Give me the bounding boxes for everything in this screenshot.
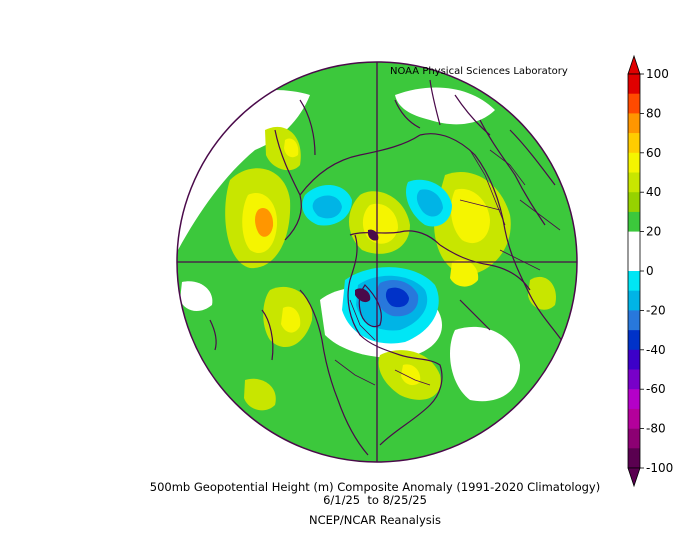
caption-source: NCEP/NCAR Reanalysis [309, 513, 441, 527]
colorbar-segment [628, 251, 640, 272]
colorbar-segment [628, 231, 640, 252]
colorbar-segment [628, 330, 640, 351]
credit-label: NOAA Physical Sciences Laboratory [390, 66, 568, 77]
colorbar-top-arrow [627, 54, 641, 75]
map-outline [176, 61, 578, 463]
caption-date-range: 6/1/25 to 8/25/25 [323, 493, 427, 507]
colorbar-tick-label: 0 [646, 264, 654, 278]
colorbar-segment [628, 428, 640, 449]
colorbar-tick-label: -20 [646, 303, 666, 317]
colorbar-segment [628, 290, 640, 311]
near-zero-anomaly-east-atlantic [180, 281, 213, 312]
colorbar-tick-label: 100 [646, 67, 669, 81]
colorbar-tick-label: 80 [646, 106, 661, 120]
colorbar-segment [628, 152, 640, 173]
colorbar-tick-label: 20 [646, 225, 661, 239]
coastlines [209, 79, 566, 456]
colorbar-segment [628, 408, 640, 429]
near-zero-anomaly-pacific [450, 326, 520, 402]
colorbar-tick-label: -60 [646, 382, 666, 396]
colorbar-segment [628, 369, 640, 390]
colorbar-segment [628, 113, 640, 134]
caption-title: 500mb Geopotential Height (m) Composite … [149, 480, 601, 494]
peak-positive-anomaly-west-atlantic [255, 207, 274, 237]
deepest-negative-anomaly-hudson-bay [385, 287, 409, 308]
colorbar-segment [628, 271, 640, 291]
dense-coast-hudson-bay [355, 229, 379, 303]
colorbar-segment [628, 211, 640, 232]
colorbar-bottom-arrow [627, 467, 641, 488]
colorbar-tick-label: -100 [646, 461, 673, 475]
colorbar-segment [628, 310, 640, 331]
colorbar-segment [628, 448, 640, 469]
colorbar-segment [628, 172, 640, 193]
colorbar-segment [628, 389, 640, 410]
colorbar-tick-label: 40 [646, 185, 661, 199]
colorbar-segment [628, 93, 640, 114]
colorbar-tick-label: -80 [646, 422, 666, 436]
colorbar-tick-label: -40 [646, 343, 666, 357]
colorbar-segment [628, 133, 640, 154]
country-borders [334, 149, 561, 386]
colorbar: 100 80 60 40 20 0 -20 -40 -60 -80 -100 [627, 54, 673, 488]
colorbar-segment [628, 74, 640, 94]
colorbar-tick-label: 60 [646, 146, 661, 160]
colorbar-segment [628, 192, 640, 213]
colorbar-segment [628, 349, 640, 370]
